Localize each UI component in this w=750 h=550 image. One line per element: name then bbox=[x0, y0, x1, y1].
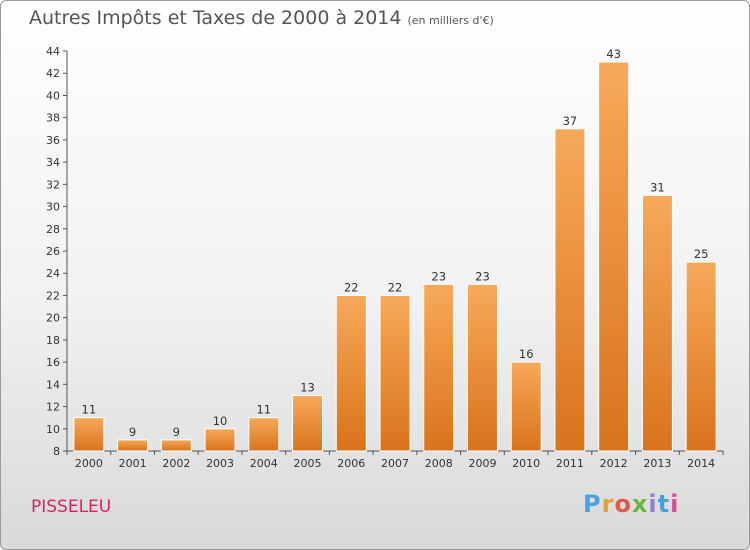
value-label: 43 bbox=[606, 47, 621, 61]
y-tick-label: 10 bbox=[46, 423, 60, 436]
logo-letter: P bbox=[583, 490, 602, 518]
y-tick-label: 36 bbox=[46, 134, 60, 147]
x-tick-label: 2011 bbox=[556, 457, 584, 470]
y-tick-label: 22 bbox=[46, 289, 60, 302]
logo-letter: r bbox=[601, 490, 615, 518]
x-tick-label: 2007 bbox=[381, 457, 409, 470]
y-tick-label: 8 bbox=[53, 445, 60, 458]
value-label: 23 bbox=[475, 269, 490, 283]
y-tick-label: 42 bbox=[46, 67, 60, 80]
y-tick-label: 34 bbox=[46, 156, 60, 169]
value-label: 23 bbox=[431, 269, 446, 283]
x-tick-label: 2000 bbox=[75, 457, 103, 470]
y-tick-label: 14 bbox=[46, 378, 60, 391]
x-tick-label: 2013 bbox=[643, 457, 671, 470]
y-tick-label: 44 bbox=[46, 45, 60, 58]
x-tick-label: 2009 bbox=[468, 457, 496, 470]
x-tick-label: 2010 bbox=[512, 457, 540, 470]
title-unit: (en milliers d'€) bbox=[407, 14, 494, 27]
value-label: 9 bbox=[173, 425, 180, 439]
bar-2009 bbox=[466, 283, 498, 452]
value-label: 22 bbox=[344, 280, 359, 294]
bar-2006 bbox=[335, 294, 367, 452]
y-tick-label: 30 bbox=[46, 201, 60, 214]
bar-2012 bbox=[598, 61, 630, 452]
bar-2010 bbox=[510, 361, 542, 452]
x-tick-label: 2003 bbox=[206, 457, 234, 470]
x-tick-label: 2001 bbox=[119, 457, 147, 470]
y-tick-label: 20 bbox=[46, 312, 60, 325]
y-tick-label: 12 bbox=[46, 401, 60, 414]
value-label: 13 bbox=[300, 380, 315, 394]
bar-2014 bbox=[685, 261, 717, 452]
bar-2003 bbox=[204, 428, 236, 452]
y-tick-label: 18 bbox=[46, 334, 60, 347]
bar-2005 bbox=[292, 394, 324, 452]
x-tick-label: 2004 bbox=[250, 457, 278, 470]
y-tick-label: 32 bbox=[46, 178, 60, 191]
bar-2004 bbox=[248, 417, 280, 452]
x-tick-label: 2002 bbox=[162, 457, 190, 470]
bar-2000 bbox=[73, 417, 105, 452]
y-tick-label: 16 bbox=[46, 356, 60, 369]
bar-2001 bbox=[117, 439, 149, 452]
bar-2002 bbox=[160, 439, 192, 452]
value-label: 22 bbox=[388, 280, 403, 294]
logo-letter: x bbox=[631, 490, 649, 518]
bar-2011 bbox=[554, 128, 586, 452]
y-tick-label: 28 bbox=[46, 223, 60, 236]
x-tick-label: 2014 bbox=[687, 457, 715, 470]
value-label: 10 bbox=[213, 414, 228, 428]
logo-letter: i bbox=[648, 490, 658, 518]
x-tick-label: 2012 bbox=[600, 457, 628, 470]
y-tick-label: 38 bbox=[46, 112, 60, 125]
logo-letter: i bbox=[670, 490, 680, 518]
title-text: Autres Impôts et Taxes de 2000 à 2014 bbox=[29, 7, 402, 29]
bar-2013 bbox=[641, 194, 673, 452]
x-tick-label: 2005 bbox=[294, 457, 322, 470]
value-label: 37 bbox=[563, 114, 578, 128]
y-tick-label: 24 bbox=[46, 267, 60, 280]
value-label: 31 bbox=[650, 180, 665, 194]
value-label: 25 bbox=[694, 247, 709, 261]
proxiti-logo[interactable]: Proxiti bbox=[583, 490, 679, 518]
logo-letter: o bbox=[614, 490, 632, 518]
chart-title: Autres Impôts et Taxes de 2000 à 2014 (en… bbox=[29, 7, 494, 29]
value-label: 9 bbox=[129, 425, 136, 439]
x-tick-label: 2008 bbox=[425, 457, 453, 470]
bar-2008 bbox=[423, 283, 455, 452]
value-label: 16 bbox=[519, 347, 534, 361]
value-label: 11 bbox=[256, 403, 271, 417]
y-tick-label: 26 bbox=[46, 245, 60, 258]
bar-2007 bbox=[379, 294, 411, 452]
value-label: 11 bbox=[82, 403, 97, 417]
y-tick-label: 40 bbox=[46, 89, 60, 102]
x-tick-label: 2006 bbox=[337, 457, 365, 470]
logo-letter: t bbox=[657, 490, 671, 518]
commune-name: PISSELEU bbox=[31, 497, 112, 517]
